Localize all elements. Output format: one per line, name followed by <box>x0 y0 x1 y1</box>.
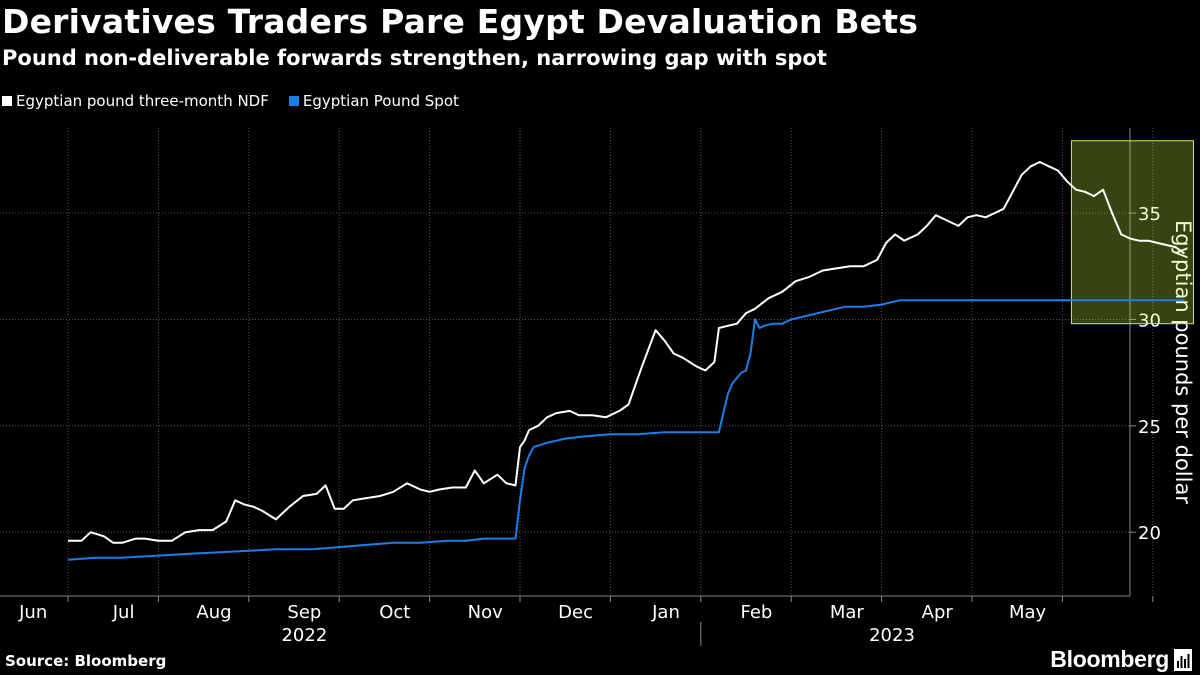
y-tick-label: 25 <box>1138 417 1161 438</box>
y-tick-label: 20 <box>1138 523 1161 544</box>
y-axis-label: Egyptian pounds per dollar <box>1171 220 1195 504</box>
x-tick-label: Feb <box>740 602 772 623</box>
legend-label-ndf: Egyptian pound three-month NDF <box>16 92 269 110</box>
x-tick-label: Jul <box>112 602 135 623</box>
legend-label-spot: Egyptian Pound Spot <box>302 92 459 110</box>
x-tick-label: Oct <box>379 602 410 623</box>
legend-item-ndf: Egyptian pound three-month NDF <box>2 92 269 110</box>
x-tick-label: Apr <box>922 602 954 623</box>
x-tick-label: Aug <box>196 602 231 623</box>
legend: Egyptian pound three-month NDF Egyptian … <box>2 92 479 110</box>
brand-name: Bloomberg <box>1050 646 1169 672</box>
brand: Bloomberg <box>1050 646 1192 673</box>
series-line-ndf <box>68 161 1185 544</box>
y-tick-label: 35 <box>1138 204 1161 225</box>
legend-item-spot: Egyptian Pound Spot <box>288 92 459 110</box>
x-tick-label: Jan <box>651 602 680 623</box>
x-tick-label: Dec <box>558 602 593 623</box>
x-tick-label: Sep <box>287 602 321 623</box>
year-label: 2022 <box>281 625 327 646</box>
legend-swatch-spot <box>288 96 299 106</box>
x-tick-label: Nov <box>468 602 503 623</box>
x-tick-label: May <box>1009 602 1047 623</box>
year-label: 2023 <box>869 625 915 646</box>
x-tick-label: Jun <box>18 602 47 623</box>
x-tick-label: Mar <box>830 602 865 623</box>
y-tick-label: 30 <box>1138 310 1161 331</box>
source-note: Source: Bloomberg <box>5 652 167 670</box>
chart-subtitle: Pound non-deliverable forwards strengthe… <box>2 46 827 70</box>
chart-title: Derivatives Traders Pare Egypt Devaluati… <box>2 2 919 41</box>
bloomberg-logo-icon <box>1174 648 1192 671</box>
series-line-spot <box>67 299 1185 561</box>
legend-swatch-ndf <box>2 96 12 106</box>
highlight-box <box>1070 140 1194 325</box>
